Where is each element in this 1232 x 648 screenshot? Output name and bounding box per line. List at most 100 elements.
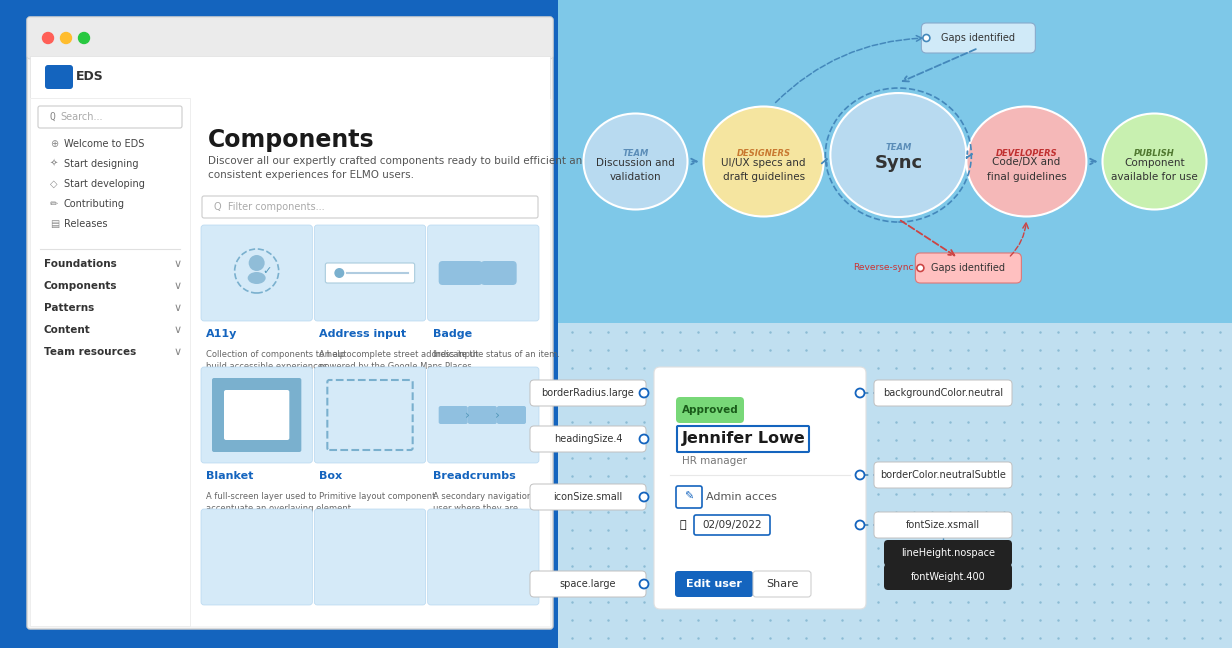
Text: borderColor.neutralSubtle: borderColor.neutralSubtle [880,470,1007,480]
Text: ∨: ∨ [174,347,182,357]
Text: PUBLISH: PUBLISH [1135,149,1175,158]
Text: Code/DX and
final guidelines: Code/DX and final guidelines [987,157,1067,181]
Text: Content: Content [44,325,91,335]
FancyBboxPatch shape [38,106,182,128]
FancyBboxPatch shape [480,261,516,285]
Circle shape [639,579,648,588]
FancyBboxPatch shape [201,225,313,321]
Text: ✎: ✎ [684,492,694,502]
FancyBboxPatch shape [530,426,646,452]
FancyBboxPatch shape [314,225,426,321]
Text: ▤: ▤ [51,219,59,229]
Text: Welcome to EDS: Welcome to EDS [64,139,144,149]
FancyBboxPatch shape [46,65,73,89]
Circle shape [639,389,648,397]
Ellipse shape [703,106,823,216]
Text: 02/09/2022: 02/09/2022 [702,520,761,530]
Text: Gaps identified: Gaps identified [941,33,1015,43]
Text: Q: Q [51,112,55,122]
Text: ∨: ∨ [174,281,182,291]
Text: Discover all our expertly crafted components ready to build efficient and
consis: Discover all our expertly crafted compon… [208,156,589,180]
Text: 🗓: 🗓 [680,520,686,530]
Text: ›: › [494,408,499,421]
Text: A secondary navigation to show the
user where they are.: A secondary navigation to show the user … [432,492,584,513]
Text: backgroundColor.neutral: backgroundColor.neutral [883,388,1003,398]
FancyBboxPatch shape [314,509,426,605]
FancyBboxPatch shape [654,367,866,609]
Text: DEVELOPERS: DEVELOPERS [995,149,1057,158]
Text: Team resources: Team resources [44,347,137,357]
Text: Collection of components to help
build accessible experiences.: Collection of components to help build a… [206,350,345,371]
Text: fontWeight.400: fontWeight.400 [910,572,986,582]
Text: ⊕: ⊕ [51,139,58,149]
Text: borderRadius.large: borderRadius.large [542,388,634,398]
Text: iconSize.small: iconSize.small [553,492,622,502]
Text: Jennifer Lowe: Jennifer Lowe [683,432,806,446]
FancyBboxPatch shape [530,484,646,510]
Text: Breadcrumbs: Breadcrumbs [432,471,515,481]
FancyBboxPatch shape [885,540,1011,566]
FancyBboxPatch shape [915,253,1021,283]
FancyBboxPatch shape [885,564,1011,590]
Text: ›: › [466,408,471,421]
Text: Blanket: Blanket [206,471,254,481]
FancyBboxPatch shape [224,390,290,440]
FancyBboxPatch shape [558,0,1232,323]
Circle shape [923,34,930,41]
Text: Edit user: Edit user [686,579,742,589]
Text: Box: Box [319,471,342,481]
FancyBboxPatch shape [428,367,540,463]
FancyBboxPatch shape [27,17,553,59]
FancyBboxPatch shape [530,380,646,406]
Text: Start developing: Start developing [64,179,145,189]
Text: Releases: Releases [64,219,107,229]
Text: Address input: Address input [319,329,407,339]
Circle shape [639,435,648,443]
FancyBboxPatch shape [873,462,1011,488]
Text: A full-screen layer used to
accentuate an overlaying element.: A full-screen layer used to accentuate a… [206,492,354,513]
FancyBboxPatch shape [428,225,540,321]
Text: Search...: Search... [60,112,102,122]
Text: ∨: ∨ [174,259,182,269]
FancyBboxPatch shape [212,378,302,452]
Ellipse shape [966,106,1087,216]
FancyBboxPatch shape [873,512,1011,538]
Text: space.large: space.large [559,579,616,589]
FancyBboxPatch shape [439,261,483,285]
FancyBboxPatch shape [314,367,426,463]
Ellipse shape [1103,113,1206,209]
Text: Reverse-sync: Reverse-sync [853,264,913,273]
FancyBboxPatch shape [201,509,313,605]
Circle shape [42,32,53,43]
Text: ✓: ✓ [262,266,271,276]
FancyBboxPatch shape [202,196,538,218]
Text: fontSize.xsmall: fontSize.xsmall [906,520,981,530]
Text: Sync: Sync [875,154,923,172]
Text: Share: Share [766,579,798,589]
Circle shape [855,470,865,480]
FancyBboxPatch shape [30,98,190,626]
FancyBboxPatch shape [496,406,526,424]
Text: A11y: A11y [206,329,238,339]
Text: Components: Components [44,281,117,291]
FancyBboxPatch shape [558,323,1232,648]
FancyBboxPatch shape [753,571,811,597]
Text: ∨: ∨ [174,325,182,335]
Text: Component
available for use: Component available for use [1111,157,1198,181]
Text: ✏: ✏ [51,199,58,209]
Ellipse shape [248,272,266,284]
FancyBboxPatch shape [30,56,549,98]
Circle shape [79,32,90,43]
Text: DESIGNERS: DESIGNERS [737,149,791,158]
Text: Approved: Approved [681,405,738,415]
Text: ✧: ✧ [51,159,58,169]
Text: lineHeight.nospace: lineHeight.nospace [901,548,995,558]
FancyBboxPatch shape [439,406,468,424]
FancyBboxPatch shape [468,406,496,424]
Text: An autocomplete street address input
powered by the Google Maps Places
API.: An autocomplete street address input pow… [319,350,479,382]
FancyBboxPatch shape [428,509,540,605]
FancyBboxPatch shape [922,23,1035,53]
Text: Gaps identified: Gaps identified [931,263,1005,273]
FancyBboxPatch shape [325,263,415,283]
Text: headingSize.4: headingSize.4 [553,434,622,444]
